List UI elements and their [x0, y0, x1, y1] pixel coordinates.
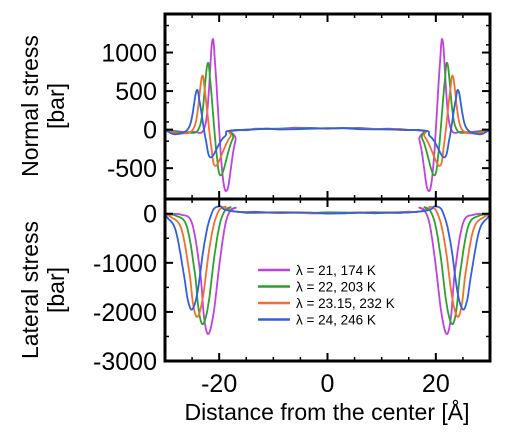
x-tick-label-2: 20 [422, 370, 450, 398]
legend-entry-4: λ = 24, 246 K [296, 313, 376, 328]
panels-layer: 1000 500 0 -500 0 -1000 -2000 -3000 -20 0 20 [93, 12, 492, 398]
legend: λ = 21, 174 K λ = 22, 203 Kλ = 23.15, 232… [258, 263, 395, 328]
x-tick-label-0: -20 [201, 370, 237, 398]
bottom-y-tick-label-0: 0 [143, 201, 157, 229]
top-series-line-4 [165, 89, 490, 159]
bottom-y-axis-label-line1: Lateral stress [17, 221, 43, 359]
bottom-panel: 0 -1000 -2000 -3000 [93, 197, 492, 376]
top-y-tick-label-0: 1000 [101, 40, 157, 68]
top-series-line-2 [165, 61, 490, 177]
x-axis-label: Distance from the center [Å] [184, 398, 469, 425]
bottom-y-tick-label-1: -1000 [93, 250, 157, 278]
bottom-y-tick-label-2: -2000 [93, 299, 157, 327]
top-y-tick-label-2: 0 [143, 117, 157, 145]
top-series-group [165, 38, 490, 192]
legend-entry-3: λ = 23.15, 232 K [296, 296, 395, 311]
x-tick-label-1: 0 [321, 370, 335, 398]
top-panel: 1000 500 0 -500 [101, 12, 492, 201]
top-y-axis-label-line1: Normal stress [17, 35, 43, 177]
top-y-tick-label-1: 500 [115, 78, 157, 106]
legend-entry-1: λ = 21, 174 K [296, 263, 376, 278]
bottom-y-tick-label-3: -3000 [93, 348, 157, 376]
top-y-axis-label-line2: [bar] [43, 83, 69, 129]
bottom-y-axis-label-line2: [bar] [43, 267, 69, 313]
top-y-tick-label-3: -500 [107, 155, 157, 183]
legend-entry-2: λ = 22, 203 K [296, 280, 376, 295]
bottom-series-group [165, 205, 490, 335]
bottom-series-line-4 [165, 205, 490, 311]
